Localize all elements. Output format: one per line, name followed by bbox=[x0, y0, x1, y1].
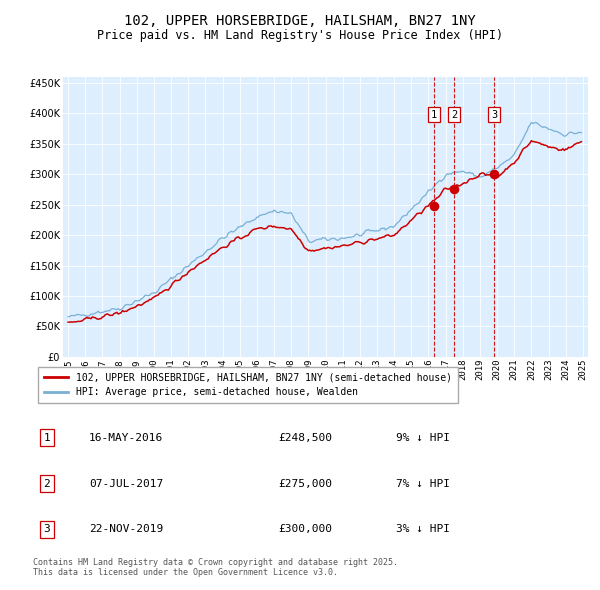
Text: £275,000: £275,000 bbox=[278, 478, 332, 489]
Text: 16-MAY-2016: 16-MAY-2016 bbox=[89, 433, 163, 442]
Point bbox=[430, 201, 439, 210]
Text: 1: 1 bbox=[431, 110, 437, 120]
Text: Contains HM Land Registry data © Crown copyright and database right 2025.
This d: Contains HM Land Registry data © Crown c… bbox=[33, 558, 398, 577]
Point bbox=[490, 169, 499, 179]
Text: 1: 1 bbox=[44, 433, 50, 442]
Text: 07-JUL-2017: 07-JUL-2017 bbox=[89, 478, 163, 489]
Text: 3% ↓ HPI: 3% ↓ HPI bbox=[396, 525, 450, 535]
Text: £248,500: £248,500 bbox=[278, 433, 332, 442]
Text: 22-NOV-2019: 22-NOV-2019 bbox=[89, 525, 163, 535]
Text: 2: 2 bbox=[44, 478, 50, 489]
Text: 9% ↓ HPI: 9% ↓ HPI bbox=[396, 433, 450, 442]
Point bbox=[449, 185, 459, 194]
Text: £300,000: £300,000 bbox=[278, 525, 332, 535]
Text: 3: 3 bbox=[44, 525, 50, 535]
Text: 2: 2 bbox=[451, 110, 457, 120]
Text: 102, UPPER HORSEBRIDGE, HAILSHAM, BN27 1NY: 102, UPPER HORSEBRIDGE, HAILSHAM, BN27 1… bbox=[124, 14, 476, 28]
Text: Price paid vs. HM Land Registry's House Price Index (HPI): Price paid vs. HM Land Registry's House … bbox=[97, 29, 503, 42]
Legend: 102, UPPER HORSEBRIDGE, HAILSHAM, BN27 1NY (semi-detached house), HPI: Average p: 102, UPPER HORSEBRIDGE, HAILSHAM, BN27 1… bbox=[38, 367, 458, 403]
Text: 3: 3 bbox=[491, 110, 497, 120]
Text: 7% ↓ HPI: 7% ↓ HPI bbox=[396, 478, 450, 489]
